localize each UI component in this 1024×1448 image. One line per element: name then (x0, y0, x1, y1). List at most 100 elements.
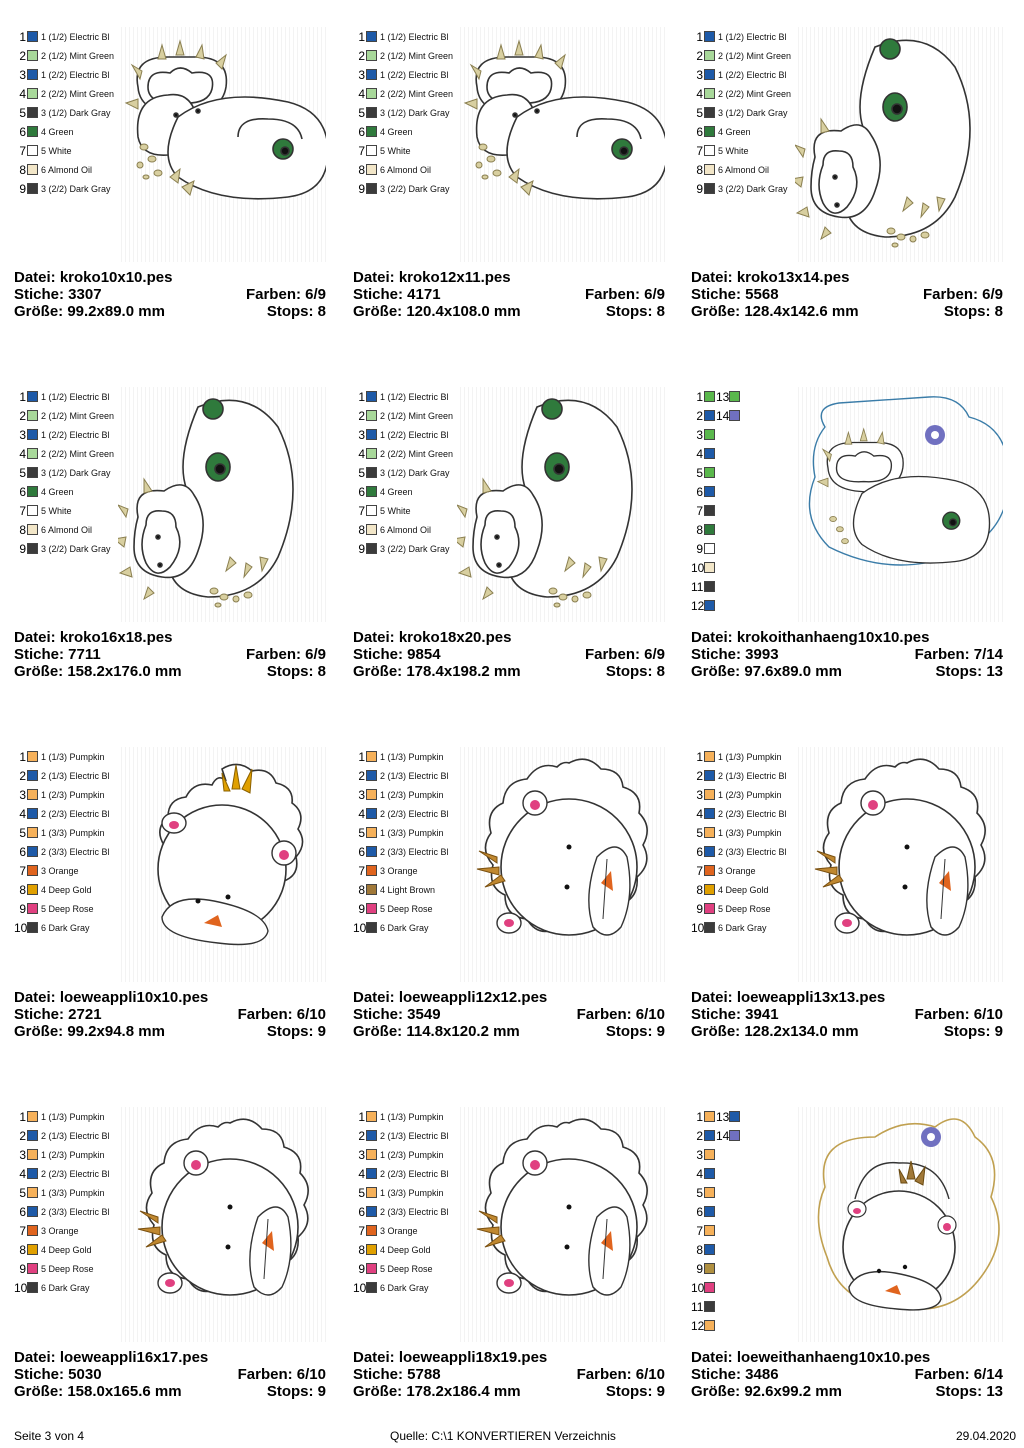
color-row: 7 5 White (14, 141, 134, 160)
color-index: 4 (696, 1166, 703, 1181)
color-label: 3 (1/2) Dark Gray (41, 467, 111, 478)
color-row: 8 6 Almond Oil (691, 160, 811, 179)
color-swatch (27, 391, 38, 402)
design-size: Größe: 92.6x99.2 mm (691, 1383, 842, 1400)
color-index: 6 (358, 124, 365, 139)
color-swatch (27, 486, 38, 497)
color-row: 10 (691, 1278, 811, 1297)
color-swatch (27, 183, 38, 194)
color-swatch (704, 865, 715, 876)
color-row: 2 2 (1/2) Mint Green (353, 406, 473, 425)
color-row: 10 6 Dark Gray (691, 918, 811, 937)
color-label: 3 (1/2) Dark Gray (380, 467, 450, 478)
stitch-count: Stiche: 2721 (14, 1006, 102, 1023)
color-swatch (27, 770, 38, 781)
color-index: 1 (696, 1109, 703, 1124)
color-swatch (27, 884, 38, 895)
color-index: 2 (696, 408, 703, 423)
source-path: Quelle: C:\1 KONVERTIEREN Verzeichnis (390, 1429, 616, 1443)
color-swatch (704, 1206, 715, 1217)
color-label: 3 (2/2) Dark Gray (380, 183, 450, 194)
color-row: 2 2 (1/3) Electric Bl (691, 766, 811, 785)
color-index: 7 (696, 503, 703, 518)
color-row: 5 1 (3/3) Pumpkin (14, 823, 134, 842)
stop-count: Stops: 8 (605, 663, 665, 680)
color-swatch (366, 391, 377, 402)
design-card: 1 1 (1/3) Pumpkin 2 2 (1/3) Electric Bl … (353, 1107, 665, 1407)
color-swatch (27, 410, 38, 421)
color-label: 2 (1/3) Electric Bl (41, 1130, 110, 1141)
color-index: 7 (19, 143, 26, 158)
color-swatch (704, 562, 715, 573)
color-index: 8 (358, 522, 365, 537)
design-size: Größe: 178.4x198.2 mm (353, 663, 521, 680)
color-swatch (366, 31, 377, 42)
color-swatch (366, 1111, 377, 1122)
color-index: 4 (19, 1166, 26, 1181)
color-row: 12 (691, 596, 811, 615)
embroidery-artwork (795, 38, 971, 248)
stitch-count: Stiche: 3549 (353, 1006, 441, 1023)
file-name: Datei: loeweappli10x10.pes (14, 989, 209, 1006)
color-row: 7 5 White (691, 141, 811, 160)
color-label: 4 Green (380, 126, 413, 137)
color-row: 4 (691, 444, 811, 463)
color-row: 1 1 (1/2) Electric Bl (353, 27, 473, 46)
color-row: 2 2 (1/2) Mint Green (14, 46, 134, 65)
color-label: 1 (2/2) Electric Bl (718, 69, 787, 80)
color-swatch (366, 164, 377, 175)
color-list: 1 1 (1/3) Pumpkin 2 2 (1/3) Electric Bl … (14, 1107, 134, 1297)
color-swatch (366, 751, 377, 762)
color-swatch (27, 1282, 38, 1293)
color-index: 2 (19, 1128, 26, 1143)
file-name: Datei: loeweappli13x13.pes (691, 989, 886, 1006)
color-label: 2 (2/2) Mint Green (718, 88, 792, 99)
color-swatch (366, 770, 377, 781)
stop-count: Stops: 9 (943, 1023, 1003, 1040)
color-swatch (27, 922, 38, 933)
color-label: 2 (3/3) Electric Bl (41, 846, 110, 857)
color-label: 1 (2/3) Pumpkin (41, 789, 105, 800)
design-card: 1 1 (1/2) Electric Bl 2 2 (1/2) Mint Gre… (14, 387, 326, 687)
color-row: 6 4 Green (353, 122, 473, 141)
color-swatch (366, 88, 377, 99)
color-swatch (366, 1282, 377, 1293)
color-index: 9 (358, 1261, 365, 1276)
color-index: 3 (19, 787, 26, 802)
color-label: 1 (1/2) Electric Bl (380, 391, 449, 402)
color-index: 8 (358, 162, 365, 177)
design-preview (457, 747, 665, 982)
design-preview (118, 1107, 326, 1342)
color-index: 3 (19, 427, 26, 442)
color-swatch (366, 69, 377, 80)
embroidery-artwork (814, 758, 986, 936)
color-row: 1 1 (1/2) Electric Bl (353, 387, 473, 406)
color-index: 2 (19, 768, 26, 783)
color-label: 5 White (380, 145, 411, 156)
color-label: 4 Deep Gold (41, 884, 92, 895)
file-name: Datei: kroko12x11.pes (353, 269, 511, 286)
color-swatch (704, 1301, 715, 1312)
color-index-extra: 14 (716, 408, 730, 423)
color-index: 6 (19, 1204, 26, 1219)
file-name: Datei: kroko13x14.pes (691, 269, 850, 286)
color-row: 6 2 (3/3) Electric Bl (14, 1202, 134, 1221)
color-index: 7 (358, 143, 365, 158)
color-swatch (704, 600, 715, 611)
design-preview (795, 387, 1003, 622)
design-size: Größe: 120.4x108.0 mm (353, 303, 521, 320)
design-info: Datei: loeweappli13x13.pes Stiche: 3941 … (691, 989, 1003, 1040)
color-row: 5 1 (3/3) Pumpkin (353, 823, 473, 842)
color-count: Farben: 6/9 (584, 286, 665, 303)
color-index: 5 (696, 105, 703, 120)
color-row: 8 6 Almond Oil (353, 520, 473, 539)
color-row: 6 4 Green (691, 122, 811, 141)
design-info: Datei: loeweappli10x10.pes Stiche: 2721 … (14, 989, 326, 1040)
stitch-count: Stiche: 7711 (14, 646, 101, 663)
color-swatch (704, 429, 715, 440)
color-index: 5 (696, 465, 703, 480)
color-label: 4 Light Brown (380, 884, 436, 895)
color-index: 10 (353, 1280, 367, 1295)
color-label: 2 (2/3) Electric Bl (41, 808, 110, 819)
color-index: 7 (358, 863, 365, 878)
